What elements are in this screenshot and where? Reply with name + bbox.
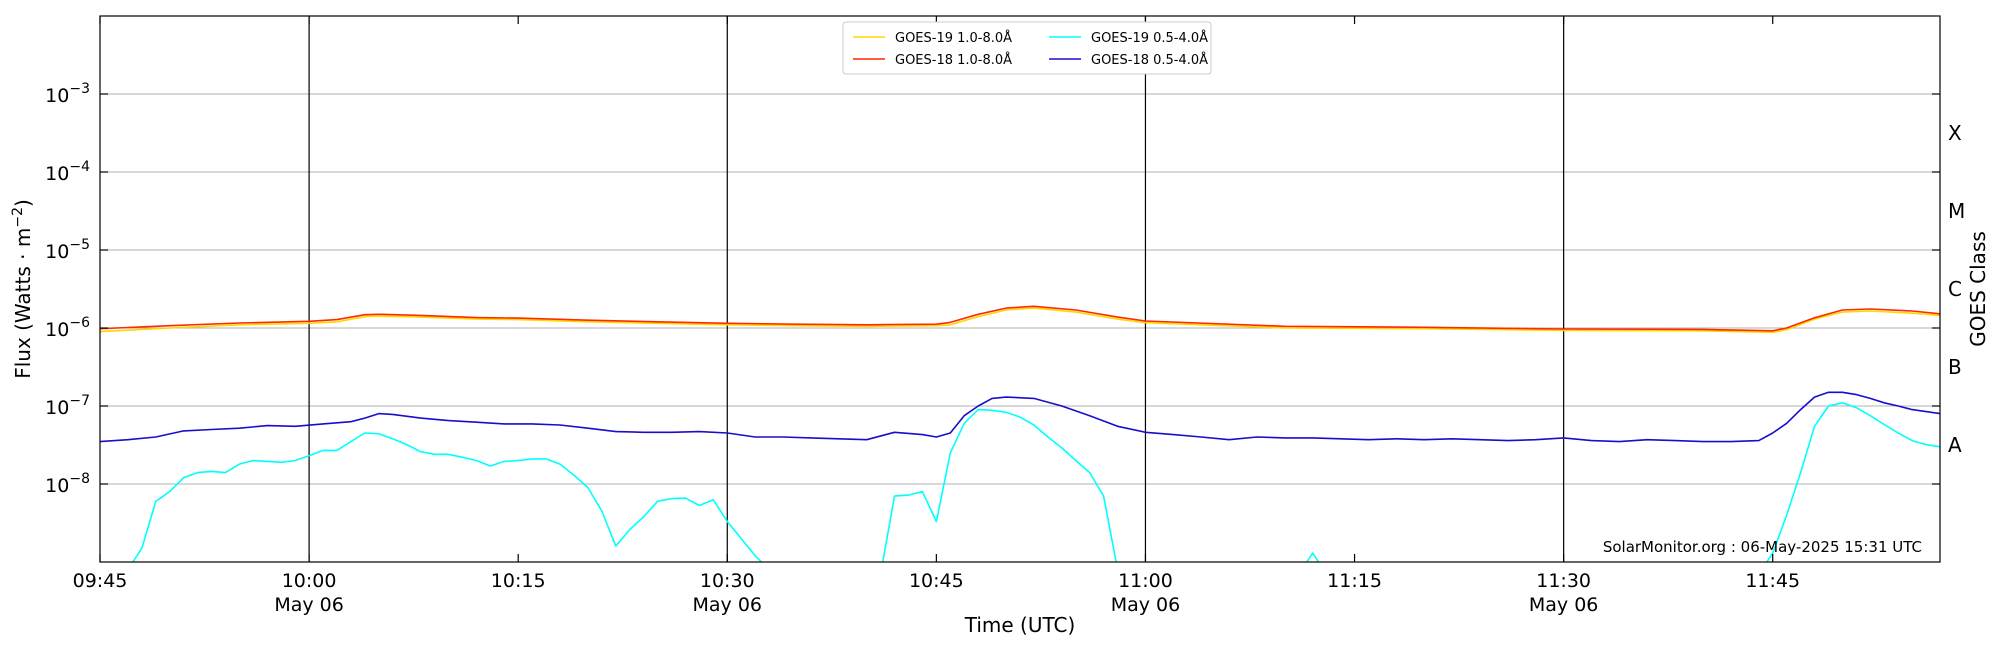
- y-tick-label: 10−4: [45, 159, 90, 185]
- plot-frame: [99, 15, 1941, 563]
- series-line-3: [131, 401, 1940, 562]
- x-tick-label: 11:30: [1536, 570, 1591, 592]
- x-tick-date-label: May 06: [693, 594, 763, 616]
- x-tick-label: 11:45: [1745, 570, 1800, 592]
- x-tick-label: 10:15: [491, 570, 546, 592]
- legend: GOES-19 1.0-8.0Å GOES-19 0.5-4.0Å GOES-18 …: [842, 21, 1212, 75]
- day-markers: [308, 16, 1565, 562]
- y-axis-label: Flux (Watts · m−2): [10, 199, 35, 379]
- y-axis-label-main: Flux (Watts · m: [11, 228, 35, 379]
- grid: [100, 93, 1940, 485]
- legend-box: [842, 21, 1212, 75]
- credit-text: SolarMonitor.org : 06-May-2025 15:31 UTC: [1603, 538, 1922, 556]
- y-axis-label-exponent: −2: [10, 207, 26, 228]
- x-tick-label: 09:45: [73, 570, 128, 592]
- x-tick-date-label: May 06: [1111, 594, 1181, 616]
- legend-label-3: GOES-19 0.5-4.0Å: [1091, 30, 1208, 46]
- series-line-4: [100, 391, 1940, 443]
- x-tick-label: 10:00: [282, 570, 337, 592]
- legend-label-4: GOES-18 0.5-4.0Å: [1091, 52, 1208, 68]
- x-tick-label: 10:45: [909, 570, 964, 592]
- goes-class-c: C: [1948, 277, 1962, 301]
- goes-class-x: X: [1948, 121, 1962, 145]
- goes-class-a: A: [1948, 433, 1962, 457]
- series-line-1: [100, 307, 1940, 334]
- x-tick-label: 10:30: [700, 570, 755, 592]
- x-tick-date-label: May 06: [1529, 594, 1599, 616]
- legend-label-1: GOES-19 1.0-8.0Å: [895, 30, 1012, 46]
- x-tick-date-label: May 06: [274, 594, 344, 616]
- y-tick-label: 10−8: [45, 471, 90, 497]
- goes-class-m: M: [1948, 199, 1965, 223]
- x-tick-label: 11:15: [1327, 570, 1382, 592]
- y-axis-label-close: ): [11, 199, 35, 207]
- goes-class-b: B: [1948, 355, 1962, 379]
- y-tick-label: 10−7: [45, 393, 90, 419]
- x-tick-label: 11:00: [1118, 570, 1173, 592]
- y-axis-ticks: 10−8 10−7 10−6 10−5 10−4 10−3: [45, 81, 1940, 497]
- legend-label-2: GOES-18 1.0-8.0Å: [895, 52, 1012, 68]
- y-tick-label: 10−5: [45, 237, 90, 263]
- plot-series: [100, 305, 1940, 562]
- goes-class-axis-label: GOES Class: [1966, 231, 1990, 347]
- y-tick-label: 10−3: [45, 81, 90, 107]
- series-line-2: [100, 305, 1940, 332]
- y-tick-label: 10−6: [45, 315, 90, 341]
- x-axis-label: Time (UTC): [964, 613, 1076, 637]
- goes-class-labels: A B C M X: [1948, 121, 1965, 457]
